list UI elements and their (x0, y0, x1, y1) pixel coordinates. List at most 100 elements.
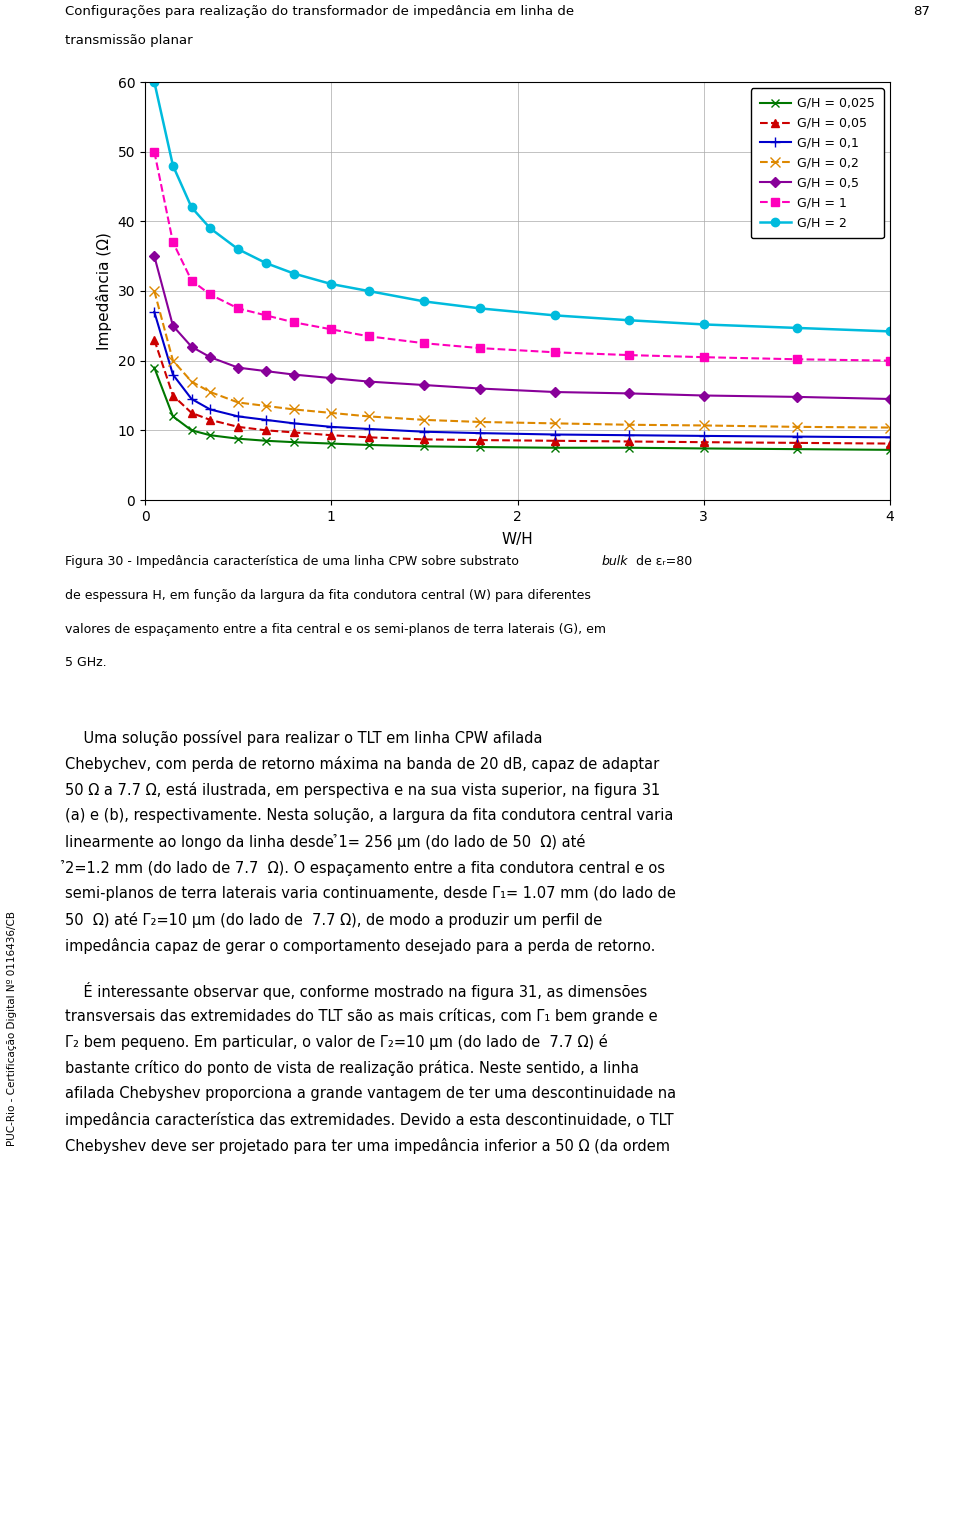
Text: impedância capaz de gerar o comportamento desejado para a perda de retorno.: impedância capaz de gerar o comportament… (65, 938, 656, 953)
G/H = 0,5 (419, 376, 430, 394)
G/H = 0,05 (325, 426, 337, 445)
Text: 5 GHz.: 5 GHz. (65, 656, 107, 670)
G/H = 0,1 (791, 428, 803, 446)
Text: transversais das extremidades do TLT são as mais críticas, com Γ₁ bem grande e: transversais das extremidades do TLT são… (65, 1008, 658, 1023)
G/H = 0,05 (791, 434, 803, 452)
G/H = 0,05 (419, 431, 430, 449)
G/H = 0,5 (474, 379, 486, 398)
G/H = 0,025 (884, 440, 896, 458)
G/H = 0,2 (204, 382, 216, 401)
G/H = 0,05 (474, 431, 486, 449)
G/H = 1 (623, 346, 635, 364)
G/H = 1 (260, 306, 272, 324)
G/H = 0,1 (698, 426, 709, 445)
G/H = 0,2 (325, 404, 337, 422)
Text: Configurações para realização do transformador de impedância em linha de: Configurações para realização do transfo… (65, 5, 574, 18)
G/H = 0,2 (186, 373, 198, 391)
G/H = 0,1 (474, 423, 486, 442)
G/H = 0,2 (288, 401, 300, 419)
G/H = 1 (698, 349, 709, 367)
G/H = 0,2 (363, 407, 374, 425)
G/H = 0,05 (623, 433, 635, 451)
G/H = 0,5 (167, 317, 179, 335)
G/H = 0,025 (232, 429, 244, 448)
G/H = 2 (884, 323, 896, 341)
G/H = 0,5 (232, 358, 244, 376)
G/H = 0,2 (167, 352, 179, 370)
G/H = 2 (419, 292, 430, 311)
G/H = 2 (549, 306, 561, 324)
Text: impedância característica das extremidades. Devido a esta descontinuidade, o TLT: impedância característica das extremidad… (65, 1112, 674, 1129)
G/H = 0,5 (260, 362, 272, 381)
Text: Chebychev, com perda de retorno máxima na banda de 20 dB, capaz de adaptar: Chebychev, com perda de retorno máxima n… (65, 755, 660, 772)
Text: 50 Ω a 7.7 Ω, está ilustrada, em perspectiva e na sua vista superior, na figura : 50 Ω a 7.7 Ω, está ilustrada, em perspec… (65, 781, 660, 798)
G/H = 2 (325, 274, 337, 292)
G/H = 2 (260, 254, 272, 273)
G/H = 0,5 (288, 366, 300, 384)
G/H = 0,025 (167, 407, 179, 425)
G/H = 0,025 (363, 436, 374, 454)
G/H = 2 (288, 265, 300, 283)
Legend: G/H = 0,025, G/H = 0,05, G/H = 0,1, G/H = 0,2, G/H = 0,5, G/H = 1, G/H = 2: G/H = 0,025, G/H = 0,05, G/H = 0,1, G/H … (751, 88, 884, 238)
G/H = 1 (549, 343, 561, 361)
G/H = 0,1 (623, 426, 635, 445)
Text: Uma solução possível para realizar o TLT em linha CPW afilada: Uma solução possível para realizar o TLT… (65, 730, 542, 746)
G/H = 0,1 (419, 422, 430, 440)
Text: 50  Ω) até Γ₂=10 μm (do lado de  7.7 Ω), de modo a produzir um perfil de: 50 Ω) até Γ₂=10 μm (do lado de 7.7 Ω), d… (65, 912, 602, 928)
Text: bulk: bulk (602, 554, 629, 568)
G/H = 0,05 (288, 423, 300, 442)
G/H = 0,1 (549, 425, 561, 443)
G/H = 0,025 (325, 434, 337, 452)
G/H = 0,025 (698, 439, 709, 457)
Text: bastante crítico do ponto de vista de realização prática. Neste sentido, a linha: bastante crítico do ponto de vista de re… (65, 1060, 639, 1077)
G/H = 0,1 (325, 417, 337, 436)
Text: ̉2=1.2 mm (do lado de 7.7  Ω). O espaçamento entre a fita condutora central e os: ̉2=1.2 mm (do lado de 7.7 Ω). O espaçame… (65, 860, 665, 876)
G/H = 0,05 (884, 434, 896, 452)
G/H = 0,025 (549, 439, 561, 457)
G/H = 2 (698, 315, 709, 334)
G/H = 1 (791, 350, 803, 369)
Line: G/H = 0,5: G/H = 0,5 (151, 253, 894, 402)
G/H = 0,5 (884, 390, 896, 408)
G/H = 0,2 (232, 393, 244, 411)
G/H = 0,5 (698, 387, 709, 405)
G/H = 2 (149, 73, 160, 91)
Text: afilada Chebyshev proporciona a grande vantagem de ter uma descontinuidade na: afilada Chebyshev proporciona a grande v… (65, 1086, 676, 1101)
G/H = 0,05 (698, 433, 709, 451)
G/H = 0,05 (260, 422, 272, 440)
G/H = 0,2 (149, 282, 160, 300)
Text: de espessura H, em função da largura da fita condutora central (W) para diferent: de espessura H, em função da largura da … (65, 589, 590, 602)
G/H = 0,025 (149, 358, 160, 376)
G/H = 0,2 (791, 417, 803, 436)
G/H = 0,5 (549, 382, 561, 401)
G/H = 0,025 (474, 439, 486, 457)
Text: Figura 30 - Impedância característica de uma linha CPW sobre substrato: Figura 30 - Impedância característica de… (65, 554, 523, 568)
G/H = 0,5 (325, 369, 337, 387)
Text: semi-planos de terra laterais varia continuamente, desde Γ₁= 1.07 mm (do lado de: semi-planos de terra laterais varia cont… (65, 886, 676, 902)
G/H = 2 (474, 300, 486, 318)
Line: G/H = 1: G/H = 1 (150, 148, 894, 366)
G/H = 1 (419, 334, 430, 352)
G/H = 0,025 (288, 433, 300, 451)
G/H = 0,05 (549, 431, 561, 449)
G/H = 0,2 (698, 416, 709, 434)
G/H = 1 (474, 340, 486, 358)
G/H = 1 (288, 314, 300, 332)
Y-axis label: Impedância (Ω): Impedância (Ω) (96, 231, 112, 350)
G/H = 1 (186, 271, 198, 289)
G/H = 0,025 (186, 422, 198, 440)
G/H = 0,5 (623, 384, 635, 402)
G/H = 0,1 (260, 411, 272, 429)
G/H = 0,5 (186, 338, 198, 356)
G/H = 0,1 (363, 420, 374, 439)
G/H = 0,1 (204, 401, 216, 419)
G/H = 0,2 (884, 419, 896, 437)
G/H = 0,1 (232, 407, 244, 425)
G/H = 1 (149, 143, 160, 161)
G/H = 1 (204, 285, 216, 303)
G/H = 2 (363, 282, 374, 300)
G/H = 0,1 (149, 303, 160, 321)
Text: de εᵣ=80: de εᵣ=80 (632, 554, 692, 568)
G/H = 0,025 (623, 439, 635, 457)
G/H = 0,025 (791, 440, 803, 458)
